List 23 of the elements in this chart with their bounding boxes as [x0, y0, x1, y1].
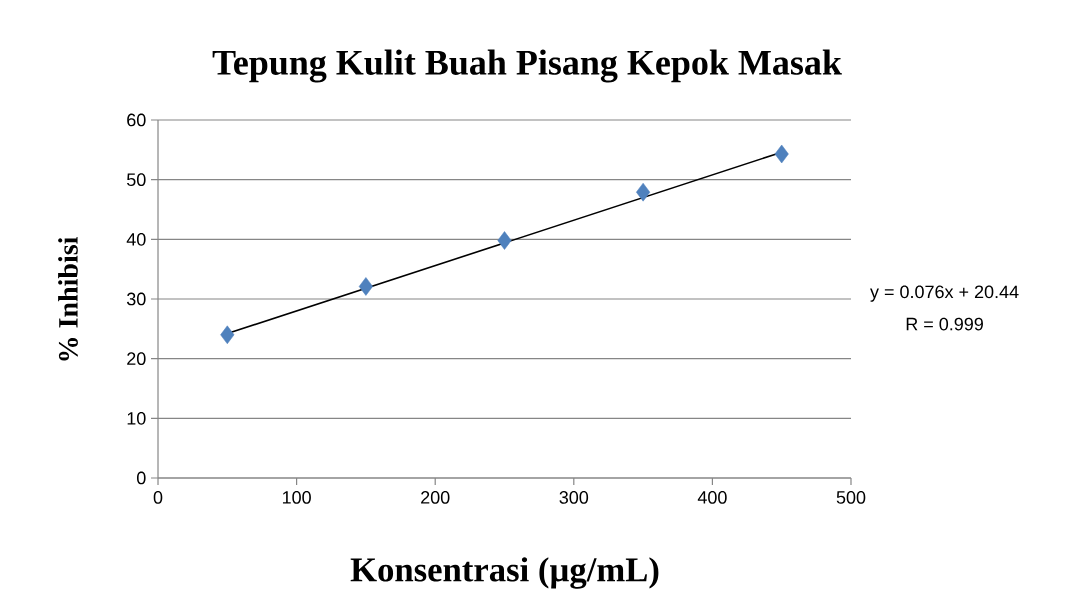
point: [774, 144, 789, 164]
y-tick-label: 60: [127, 113, 146, 127]
point: [497, 231, 512, 250]
text: y = 0.076x + 20.44: [870, 285, 1019, 302]
y-tick-label: 0: [137, 471, 146, 485]
chart-title: Tepung Kulit Buah Pisang Kepok Masak: [212, 49, 842, 83]
x-tick-label: 400: [697, 491, 727, 504]
x-tick-label: 500: [836, 491, 866, 504]
x-tick-label: 100: [282, 491, 311, 504]
y-tick-label: 10: [127, 411, 146, 425]
text: R = 0.999: [906, 317, 983, 331]
y-tick-label: 50: [126, 173, 146, 187]
point: [220, 325, 235, 345]
y-tick-label: 30: [126, 292, 146, 306]
x-tick-label: 200: [421, 491, 450, 504]
x-tick-label: 0: [153, 491, 163, 504]
x-tick-label: 300: [559, 491, 589, 504]
x-axis-title: Konsentrasi (µg/mL): [350, 557, 659, 589]
y-tick-label: 40: [126, 232, 146, 246]
y-axis-title: % Inhibisi: [58, 236, 78, 361]
y-tick-label: 20: [127, 352, 146, 366]
point: [636, 182, 651, 202]
point: [358, 277, 373, 296]
